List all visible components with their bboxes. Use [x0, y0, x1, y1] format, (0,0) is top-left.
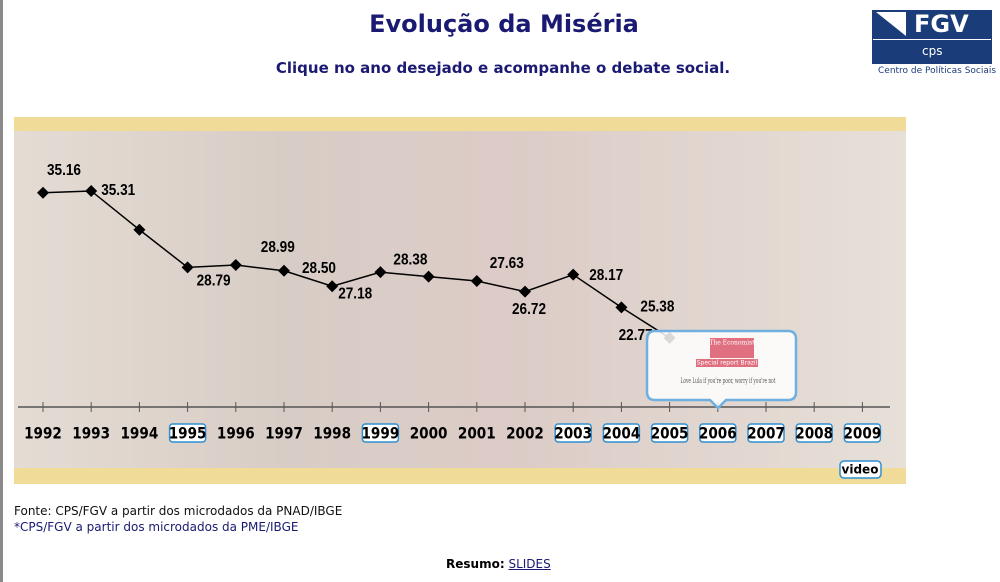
data-point [229, 259, 242, 272]
year-link-box[interactable] [699, 423, 737, 443]
value-label: 28.17 [589, 267, 623, 284]
year-link-box[interactable] [361, 423, 400, 443]
year-link-box[interactable] [554, 423, 592, 443]
logo: FGV cps Centro de Políticas Sociais [872, 10, 996, 76]
popup-logo [710, 338, 754, 358]
popup-banner [696, 359, 758, 367]
top-band [14, 117, 906, 131]
popup-frame [645, 329, 798, 410]
source: *CPS/FGV a partir dos microdados da PME/… [14, 520, 299, 534]
summary: Resumo: SLIDES [446, 557, 551, 571]
year-label[interactable]: 1995 [169, 424, 207, 442]
year-label: 1992 [24, 424, 62, 442]
year-label[interactable]: 2006 [699, 424, 737, 442]
year-label: 2001 [458, 424, 496, 442]
year-label[interactable]: 2004 [602, 424, 640, 442]
popup[interactable]: The Economist Special report Brazil Love… [645, 329, 798, 410]
value-label: 28.50 [302, 260, 336, 277]
bottom-band [14, 468, 906, 484]
logo-unit: cps [922, 44, 943, 58]
value-label: 27.63 [490, 255, 524, 272]
year-label: 2002 [506, 424, 544, 442]
data-point [374, 266, 387, 279]
data-point [470, 274, 483, 287]
chart-background [14, 117, 906, 484]
summary-link[interactable]: SLIDES [508, 557, 551, 571]
popup-line: Special report Brazil [697, 360, 758, 367]
source: Fonte: CPS/FGV a partir dos microdados d… [14, 504, 343, 518]
data-point [278, 264, 290, 277]
year-link-box[interactable] [747, 423, 785, 443]
data-point [519, 285, 531, 298]
year-link-box[interactable] [795, 423, 833, 443]
logo-caption: Centro de Políticas Sociais [878, 66, 997, 76]
value-label: 26.72 [512, 301, 546, 318]
data-point [37, 186, 49, 199]
year-label[interactable]: 2009 [843, 424, 881, 442]
data-point [567, 268, 580, 281]
year-link-box[interactable] [168, 423, 207, 443]
value-label: 27.18 [338, 286, 372, 303]
data-point [85, 184, 98, 197]
year-label[interactable]: 1999 [361, 424, 399, 442]
year-link-box[interactable] [843, 423, 882, 443]
data-point [181, 261, 194, 274]
value-label: 25.38 [640, 299, 674, 316]
value-label: 28.79 [197, 273, 231, 290]
data-point [326, 280, 339, 293]
year-label[interactable]: 2007 [747, 424, 785, 442]
year-link-box[interactable] [602, 423, 641, 443]
data-point [422, 270, 435, 283]
value-label: 22.77 [619, 327, 653, 344]
video-label[interactable]: video [842, 463, 879, 477]
data-line [42, 190, 671, 339]
subtitle: Clique no ano desejado e acompanhe o deb… [275, 59, 731, 77]
logo-divider [873, 39, 991, 40]
data-point [133, 223, 146, 236]
data-point [615, 301, 628, 314]
value-label: 28.38 [393, 251, 427, 268]
popup-line: The Economist [709, 340, 755, 347]
value-label: 35.31 [101, 182, 135, 199]
year-label: 1996 [217, 424, 255, 442]
year-label: 2000 [410, 424, 448, 442]
value-label: 35.16 [47, 162, 81, 179]
title-text: Evolução da Miséria [369, 10, 639, 38]
left-edge [0, 0, 3, 582]
value-label: 28.99 [261, 239, 295, 256]
summary-label: Resumo: [446, 557, 505, 571]
logo-brand: FGV [914, 10, 969, 38]
title: Evolução da Miséria [0, 10, 1000, 38]
year-label[interactable]: 2005 [651, 424, 689, 442]
year-label: 1997 [265, 424, 303, 442]
year-label[interactable]: 2003 [554, 424, 592, 442]
year-label: 1994 [120, 424, 158, 442]
year-link-box[interactable] [650, 423, 689, 443]
year-label: 1993 [72, 424, 110, 442]
year-label: 1998 [313, 424, 351, 442]
year-label[interactable]: 2008 [795, 424, 833, 442]
video-button[interactable] [839, 460, 882, 479]
popup-line: Love Lula if you're poor, worry if you'r… [681, 377, 776, 385]
